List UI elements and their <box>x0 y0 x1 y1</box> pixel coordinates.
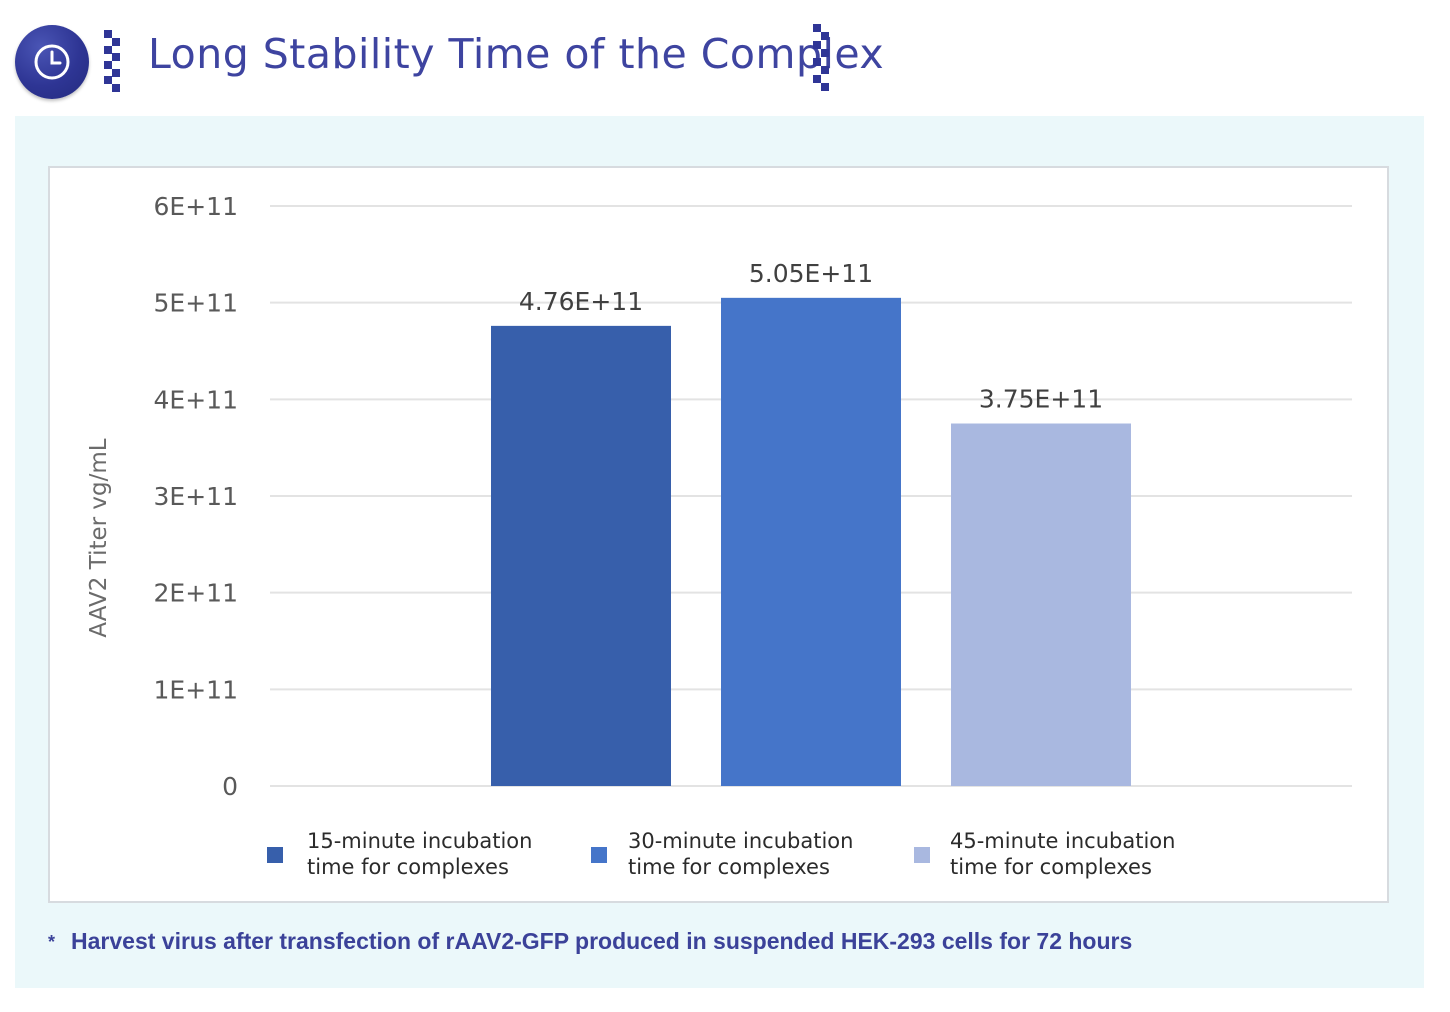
footnote: * Harvest virus after transfection of rAA… <box>48 928 1132 955</box>
data-label: 5.05E+11 <box>749 259 873 288</box>
legend-label: 15-minute incubation time for complexes <box>307 829 533 879</box>
legend-label: 30-minute incubation time for complexes <box>628 829 854 879</box>
legend-swatch <box>914 847 930 863</box>
page-title: Long Stability Time of the Complex <box>148 30 885 78</box>
legend-swatch <box>591 847 607 863</box>
footnote-text: Harvest virus after transfection of rAAV… <box>71 928 1133 954</box>
data-label: 3.75E+11 <box>979 385 1103 414</box>
bar <box>951 423 1131 786</box>
bar <box>721 297 901 786</box>
legend-label: 45-minute incubation time for complexes <box>950 829 1176 879</box>
clock-icon <box>15 25 89 99</box>
chart-area <box>48 166 1389 903</box>
y-tick-label: 4E+11 <box>154 385 238 414</box>
y-tick-label: 1E+11 <box>154 675 238 704</box>
y-axis-label: AAV2 Titer vg/mL <box>86 438 112 637</box>
footnote-marker: * <box>48 932 56 952</box>
checker-ornament-right <box>813 24 829 91</box>
y-tick-label: 6E+11 <box>154 192 238 221</box>
y-tick-label: 2E+11 <box>154 579 238 608</box>
data-label: 4.76E+11 <box>519 287 643 316</box>
legend-swatch <box>267 847 283 863</box>
y-tick-label: 3E+11 <box>154 482 238 511</box>
y-tick-label: 5E+11 <box>154 289 238 318</box>
checker-ornament-left <box>104 30 120 92</box>
y-tick-label: 0 <box>222 772 238 801</box>
bar <box>491 325 671 786</box>
